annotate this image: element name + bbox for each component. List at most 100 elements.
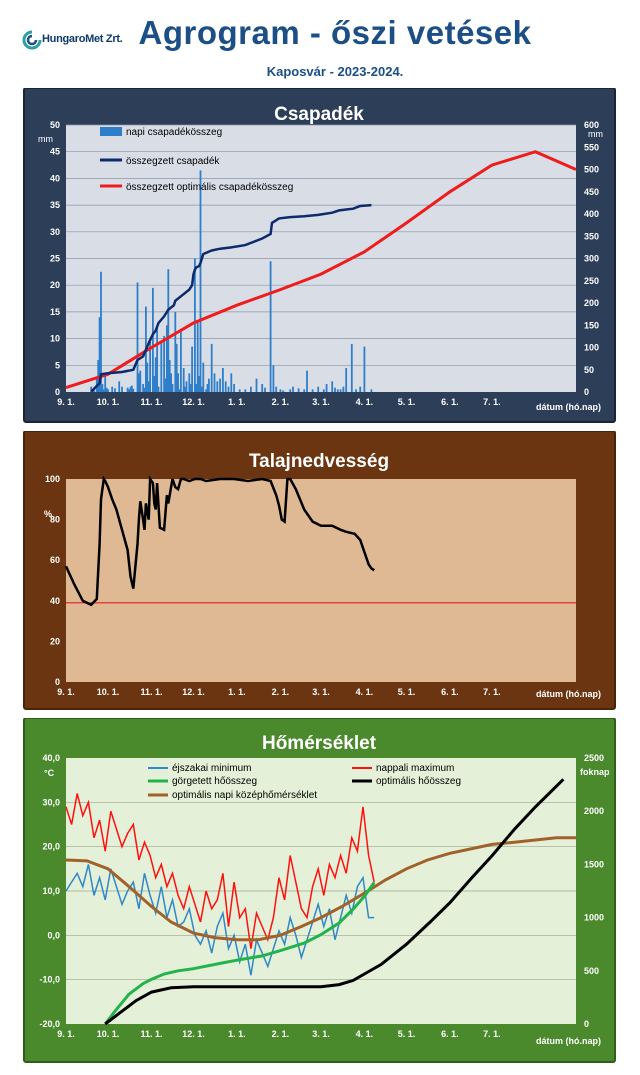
daily-precipitation-bar [182,368,185,392]
precipitation-right-tick-label: 250 [584,276,599,286]
precipitation-x-tick-label: 2. 1. [272,397,290,407]
daily-precipitation-bar [345,368,348,392]
daily-precipitation-bar [153,376,156,392]
daily-precipitation-bar [205,389,207,392]
temperature-right-tick-label: 500 [584,966,599,976]
soil-moisture-x-tick-label: 7. 1. [483,687,501,697]
legend-label-daily: napi csapadékösszeg [126,127,222,138]
temperature-chart: Hőmérséklet -20,0 -10,0 0,0 10,0 20,0 30,0 40,… [23,718,616,1063]
legend-label-optimal-heat-sum: optimális hőösszeg [376,776,461,787]
legend-label-max: nappali maximum [376,763,454,774]
soil-moisture-tick-label: 20 [50,636,60,646]
precipitation-left-tick-label: 40 [50,173,60,183]
daily-precipitation-bar [216,381,219,392]
daily-precipitation-bar [213,373,216,392]
daily-precipitation-bar [238,389,241,392]
daily-precipitation-bar [224,381,227,392]
soil-moisture-tick-label: 60 [50,555,60,565]
daily-precipitation-bar [359,386,362,392]
daily-precipitation-bar [222,368,224,392]
temperature-left-tick-label: -10,0 [39,975,60,985]
daily-precipitation-bar [311,389,314,392]
daily-precipitation-bar [342,386,345,392]
daily-precipitation-bar [210,343,213,392]
temperature-x-tick-label: 9. 1. [57,1029,75,1039]
precipitation-left-tick-label: 15 [50,307,60,317]
daily-precipitation-bar [101,384,104,392]
daily-precipitation-bar [132,388,135,392]
daily-precipitation-bar [138,373,140,392]
legend-label-heat-sum: görgetett hőösszeg [172,776,257,787]
precipitation-x-tick-label: 10. 1. [97,397,120,407]
precipitation-chart: Csapadék 0510152025303540455005010015020… [23,88,616,423]
daily-precipitation-bar [269,261,272,392]
precipitation-right-tick-label: 200 [584,298,599,308]
soil-moisture-x-tick-label: 9. 1. [57,687,75,697]
soil-moisture-x-tick-label: 3. 1. [312,687,330,697]
daily-precipitation-bar [143,387,146,392]
daily-precipitation-bar [102,389,105,392]
daily-precipitation-bar [334,387,336,392]
daily-precipitation-bar [147,381,150,392]
temperature-left-tick-label: 10,0 [42,886,60,896]
daily-precipitation-bar [195,384,198,392]
rolling-heat-sum-line [104,881,376,1025]
daily-precipitation-bar [178,389,181,392]
daily-precipitation-bar [142,384,144,392]
soil-moisture-x-tick-label: 4. 1. [356,687,374,697]
temperature-x-tick-label: 12. 1. [182,1029,205,1039]
precipitation-right-tick-label: 450 [584,187,599,197]
soil-moisture-chart: Talajnedvesség 0 20 40 60 80 100 9. 1. 10. 1. 11… [23,431,616,710]
daily-precipitation-bar [126,387,129,392]
optimal-mean-temperature-line [65,836,576,942]
soil-moisture-line [64,475,375,607]
left-axis-unit: °C [44,768,55,778]
daily-precipitation-bar [180,330,182,392]
temperature-right-tick-label: 0 [584,1019,589,1029]
optimal-heat-sum-line [104,778,565,1026]
daily-precipitation-bar [250,386,252,392]
daily-precipitation-bar [104,376,107,392]
daily-precipitation-bar [279,389,282,392]
daily-precipitation-bar [164,378,167,392]
soil-moisture-x-tick-label: 5. 1. [398,687,416,697]
soil-moisture-tick-label: 40 [50,596,60,606]
daily-precipitation-bar [156,327,158,392]
x-axis-label: dátum (hó.nap) [536,1036,601,1046]
daily-precipitation-bar [227,386,230,392]
legend-label-optimal-mean: optimális napi középhőmérséklet [172,790,317,801]
precipitation-x-tick-label: 1. 1. [228,397,246,407]
page-subtitle: Kaposvár - 2023-2024. [266,64,404,79]
optimal-cumulative-precipitation-line [65,150,577,390]
daily-precipitation-bar [264,387,266,392]
precipitation-left-tick-label: 20 [50,280,60,290]
precipitation-right-tick-label: 300 [584,254,599,264]
precipitation-x-tick-label: 3. 1. [312,397,330,407]
daily-precipitation-bar [219,378,221,392]
precipitation-left-tick-label: 0 [55,387,60,397]
precipitation-chart-title: Csapadék [274,104,364,125]
daily-precipitation-bar [177,373,179,392]
temperature-x-tick-label: 11. 1. [140,1029,162,1039]
left-axis-unit: mm [38,134,53,144]
temperature-x-tick-label: 1. 1. [228,1029,246,1039]
precipitation-right-tick-label: 0 [584,387,589,397]
daily-precipitation-bar [191,346,193,392]
precipitation-left-tick-label: 30 [50,227,60,237]
precipitation-left-tick-label: 50 [50,120,60,130]
daily-precipitation-bar [306,370,308,392]
precipitation-right-tick-label: 350 [584,231,599,241]
daily-precipitation-bar [114,388,116,392]
x-axis-label: dátum (hó.nap) [536,689,601,699]
day-maximum-line [65,793,375,949]
daily-precipitation-bar [297,388,300,392]
precipitation-x-tick-label: 9. 1. [57,397,75,407]
precipitation-left-tick-label: 10 [50,334,60,344]
legend-label-cumulative: összegzett csapadék [126,156,220,167]
legend-swatch-daily [100,127,122,136]
legend-label-min: éjszakai minimum [172,763,251,774]
temperature-x-tick-label: 4. 1. [356,1029,374,1039]
right-axis-unit: foknap [580,767,610,777]
temperature-x-tick-label: 2. 1. [272,1029,290,1039]
daily-precipitation-bar [166,325,168,393]
